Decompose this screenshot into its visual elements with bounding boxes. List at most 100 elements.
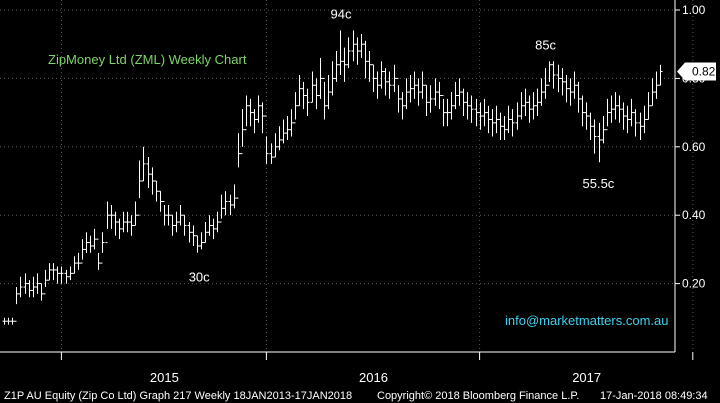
ohlc-bar [256,95,261,123]
ohlc-bar [174,211,179,233]
ohlc-bar [211,218,216,240]
ohlc-bar [580,95,585,127]
ohlc-bar [424,84,429,117]
footer-security-info: Z1P AU Equity (Zip Co Ltd) Graph 217 Wee… [4,390,352,402]
ohlc-bar [469,95,474,123]
ohlc-bar [383,68,388,96]
ohlc-bar [572,71,577,99]
ohlc-bar [158,190,163,212]
ohlc-bar [351,30,356,62]
ohlc-bar [519,92,524,120]
ohlc-bar [367,51,372,82]
ohlc-bar [515,102,520,130]
ohlc-bar [297,74,302,107]
ohlc-bar [293,92,298,124]
ohlc-bar [137,160,142,216]
ohlc-bar [396,77,401,113]
ohlc-bar [35,273,40,294]
last-price-tag: 0.82 [677,62,716,81]
ohlc-bar [264,115,269,164]
ohlc-bar [502,116,507,140]
ohlc-bar [244,95,249,131]
ohlc-bars [2,30,663,325]
x-tick-labels: 2015 2016 2017 [150,370,601,385]
ohlc-bar [96,238,101,270]
ohlc-bar [162,201,167,226]
ohlc-bar [301,81,306,110]
ohlc-bar [113,211,118,236]
ohlc-bar [527,95,532,123]
ohlc-bar [359,33,364,58]
ohlc-bar [121,211,126,233]
ohlc-bar [588,112,593,140]
ohlc-bar [543,68,548,99]
ohlc-bar [523,88,528,117]
ohlc-bar [379,61,384,89]
ohlc-bar [314,78,319,110]
ohlc-bar [76,252,81,270]
ohlc-bar [355,37,360,65]
ohlc-bar [510,109,515,137]
ohlc-bar [416,78,421,106]
ohlc-bar [568,78,573,106]
ohlc-bar [310,71,315,103]
ohlc-bar [658,64,663,86]
ohlc-bar [223,191,228,216]
ohlc-bar [326,74,331,110]
ohlc-bar [338,30,343,75]
ohlc-bar [601,116,606,144]
ohlc-bar [592,119,597,154]
ohlc-bar [482,98,487,127]
ohlc-bar [646,92,651,120]
ohlc-bar [141,146,146,182]
ohlc-bar [387,71,392,99]
ohlc-bar [564,74,569,103]
ohlc-bar [64,269,69,284]
ohlc-bar [72,256,77,274]
ohlc-bar [6,317,11,325]
ohlc-bar [539,78,544,106]
ohlc-bar [576,81,581,113]
ohlc-bar [330,61,335,96]
ohlc-bar [182,214,187,236]
ohlc-bar [642,105,647,134]
ohlc-bar [506,105,511,134]
ohlc-bar [289,109,294,137]
ohlc-bar [248,98,253,127]
price-annotation: 85c [535,37,556,52]
ohlc-bar [187,222,192,243]
price-annotation: 30c [189,269,210,284]
ohlc-bar [342,47,347,82]
ohlc-bar [363,40,368,79]
ohlc-bar [207,215,212,236]
ohlc-bar [629,98,634,127]
ohlc-bar [445,98,450,127]
watermark-email: info@marketmatters.com.au [505,313,668,328]
x-tick-label: 2015 [150,370,179,385]
ohlc-bar [453,81,458,110]
ohlc-bar [638,112,643,140]
ohlc-bar [346,37,351,69]
ohlc-bar [650,78,655,107]
ohlc-bar [59,266,64,284]
ohlc-bar [617,95,622,123]
ohlc-bar [474,98,479,127]
ohlc-bar [80,239,85,264]
ohlc-bar [461,88,466,117]
ohlc-bar [551,61,556,89]
ohlc-bar [100,232,105,264]
ohlc-bar [199,232,204,250]
footer-bar [0,386,720,403]
ohlc-bar [68,266,73,281]
price-annotation: 94c [331,7,352,22]
ohlc-bar [371,64,376,93]
ohlc-bar [129,215,134,236]
ohlc-bar [269,143,274,164]
ohlc-bar [215,211,220,233]
y-tick-label: 1.00 [682,3,706,17]
x-tick-label: 2017 [572,370,601,385]
ohlc-bar [547,61,552,86]
y-tick-label: 0.20 [682,277,706,291]
